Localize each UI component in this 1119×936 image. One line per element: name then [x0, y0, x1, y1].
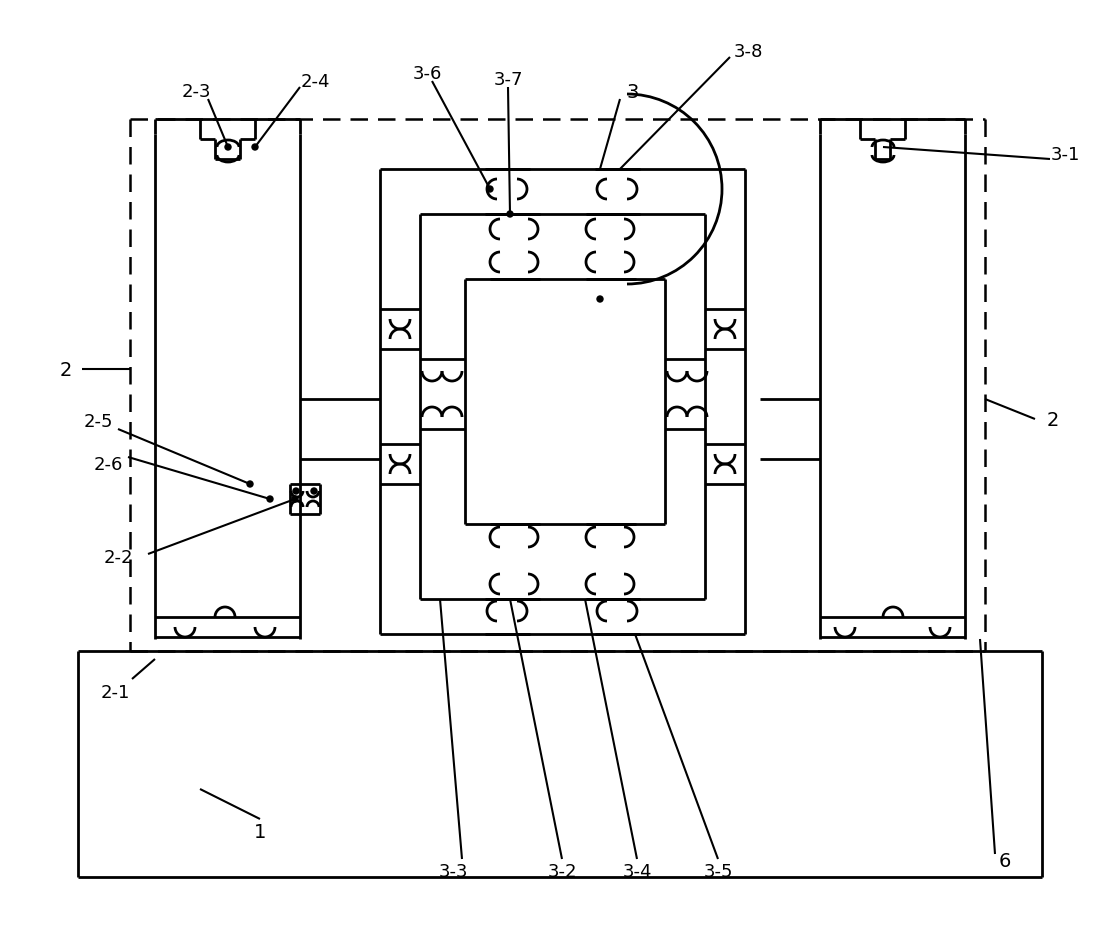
Text: 1: 1 — [254, 823, 266, 841]
Text: 3-5: 3-5 — [703, 862, 733, 880]
Text: 2-5: 2-5 — [83, 413, 113, 431]
Circle shape — [267, 496, 273, 503]
Circle shape — [225, 145, 231, 151]
Text: 3-7: 3-7 — [493, 71, 523, 89]
Text: 3-6: 3-6 — [412, 65, 442, 83]
Text: 2-4: 2-4 — [300, 73, 330, 91]
Text: 2-1: 2-1 — [101, 683, 130, 701]
Text: 3-2: 3-2 — [547, 862, 576, 880]
Text: 3-4: 3-4 — [622, 862, 651, 880]
Text: 3-8: 3-8 — [733, 43, 763, 61]
Text: 3: 3 — [627, 82, 639, 101]
Circle shape — [507, 212, 513, 218]
Text: 2: 2 — [1046, 410, 1060, 429]
Circle shape — [598, 297, 603, 302]
Circle shape — [247, 481, 253, 488]
Circle shape — [252, 145, 258, 151]
Circle shape — [311, 489, 317, 494]
Text: 3-1: 3-1 — [1051, 146, 1080, 164]
Text: 2: 2 — [59, 360, 73, 379]
Circle shape — [292, 496, 298, 503]
Text: 6: 6 — [999, 852, 1012, 870]
Circle shape — [487, 187, 493, 193]
Circle shape — [293, 489, 299, 494]
Text: 2-3: 2-3 — [181, 83, 210, 101]
Text: 2-2: 2-2 — [103, 548, 133, 566]
Text: 2-6: 2-6 — [93, 456, 123, 474]
Text: 3-3: 3-3 — [439, 862, 468, 880]
